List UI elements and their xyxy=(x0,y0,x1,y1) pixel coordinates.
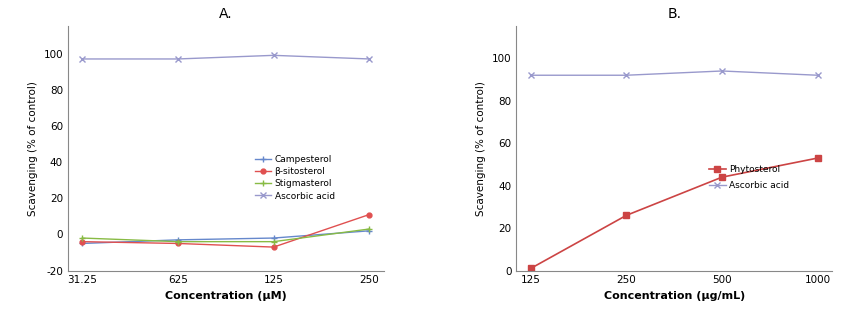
Stigmasterol xyxy=(77,236,87,240)
Y-axis label: Scavenging (% of control): Scavenging (% of control) xyxy=(28,81,38,216)
Line: Phytosterol: Phytosterol xyxy=(528,155,820,271)
Campesterol xyxy=(364,229,374,233)
Line: β-sitosterol: β-sitosterol xyxy=(80,212,372,249)
Title: A.: A. xyxy=(219,7,233,21)
Ascorbic acid xyxy=(364,57,374,61)
Campesterol xyxy=(173,238,183,242)
X-axis label: Concentration (μM): Concentration (μM) xyxy=(165,291,287,301)
β-sitosterol xyxy=(268,245,278,249)
β-sitosterol xyxy=(364,213,374,216)
Line: Ascorbic acid: Ascorbic acid xyxy=(527,68,821,79)
Legend: Phytosterol, Ascorbic acid: Phytosterol, Ascorbic acid xyxy=(706,162,793,194)
Line: Stigmasterol: Stigmasterol xyxy=(79,225,373,245)
Ascorbic acid xyxy=(812,73,823,77)
Phytosterol xyxy=(621,214,632,217)
Ascorbic acid xyxy=(717,69,727,73)
Ascorbic acid xyxy=(77,57,87,61)
Ascorbic acid xyxy=(173,57,183,61)
Line: Campesterol: Campesterol xyxy=(79,227,373,247)
X-axis label: Concentration (μg/mL): Concentration (μg/mL) xyxy=(604,291,745,301)
Line: Ascorbic acid: Ascorbic acid xyxy=(80,52,372,62)
Phytosterol xyxy=(717,175,727,179)
β-sitosterol xyxy=(173,242,183,246)
Phytosterol xyxy=(526,267,536,271)
Ascorbic acid xyxy=(621,73,632,77)
Title: B.: B. xyxy=(667,7,681,21)
Ascorbic acid xyxy=(526,73,536,77)
Ascorbic acid xyxy=(268,53,278,57)
Stigmasterol xyxy=(268,240,278,244)
Campesterol xyxy=(77,242,87,246)
Y-axis label: Scavenging (% of control): Scavenging (% of control) xyxy=(476,81,486,216)
Phytosterol xyxy=(812,156,823,160)
Legend: Campesterol, β-sitosterol, Stigmasterol, Ascorbic acid: Campesterol, β-sitosterol, Stigmasterol,… xyxy=(251,151,338,204)
Stigmasterol xyxy=(364,227,374,231)
β-sitosterol xyxy=(77,240,87,244)
Stigmasterol xyxy=(173,240,183,244)
Campesterol xyxy=(268,236,278,240)
